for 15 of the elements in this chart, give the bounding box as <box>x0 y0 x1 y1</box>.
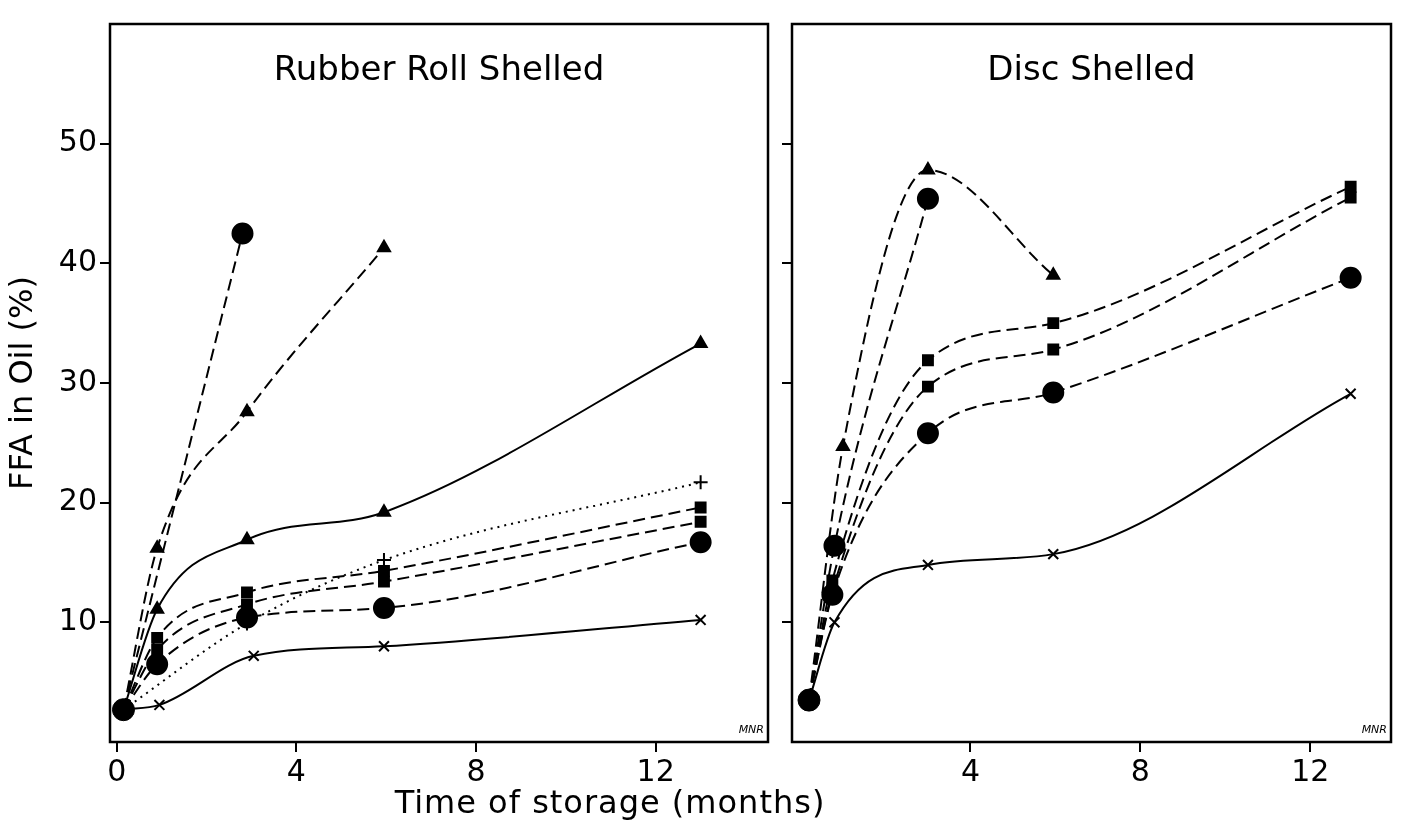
x-tick-label: 4 <box>286 752 306 788</box>
text: Rubber Roll Shelled <box>273 47 605 88</box>
y-tick-label: 20 <box>58 482 97 518</box>
x-tick-label: 8 <box>1130 752 1150 788</box>
text: Disc Shelled <box>987 47 1196 88</box>
annotation: MNR <box>738 723 764 737</box>
y-tick-label: 50 <box>58 123 97 159</box>
y-tick-label: 30 <box>58 362 97 398</box>
y-tick-label: 40 <box>58 243 97 279</box>
y-tick-label: 10 <box>58 602 97 638</box>
x-tick-label: 12 <box>1291 752 1330 788</box>
y-axis-title: FFA in Oil (%) <box>1 276 40 490</box>
annotation: MNR <box>1361 723 1387 737</box>
x-tick-label: 0 <box>107 752 127 788</box>
x-tick-label: 4 <box>960 752 980 788</box>
